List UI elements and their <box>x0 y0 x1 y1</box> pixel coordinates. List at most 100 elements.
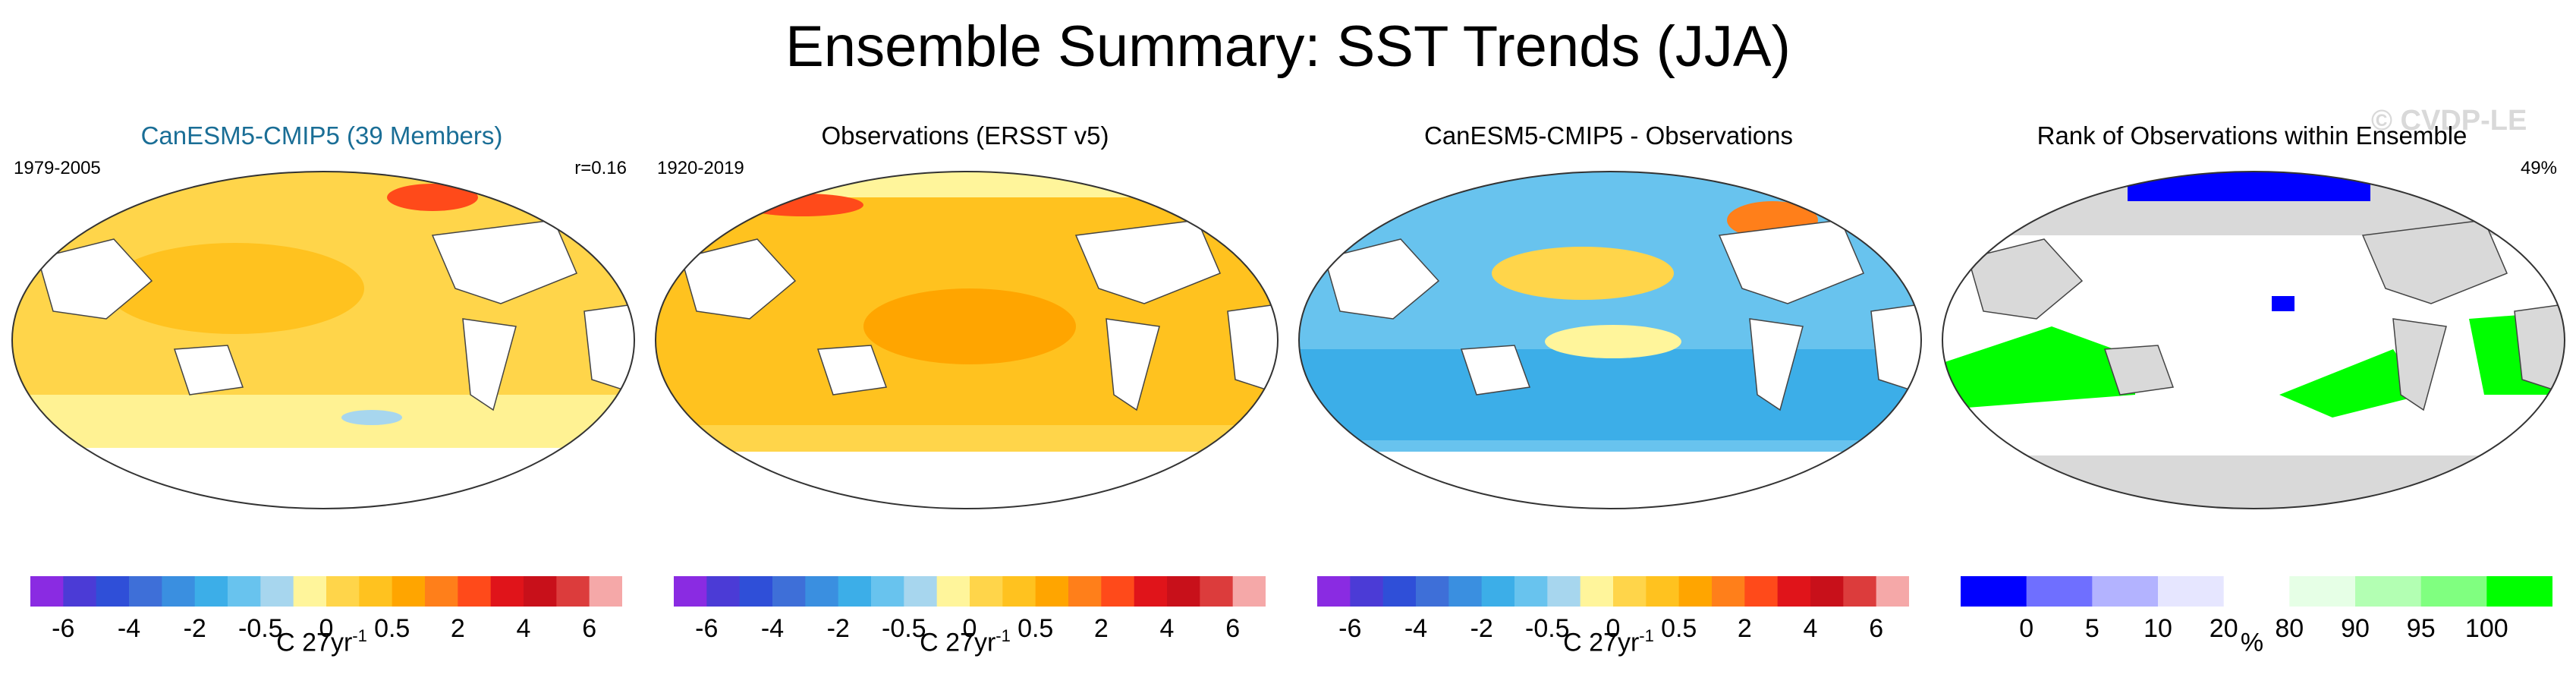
watermark-text: © CVDP-LE <box>2371 105 2527 137</box>
colorbar-tick-label: -6 <box>695 614 718 643</box>
colorbar-swatch <box>970 576 1003 607</box>
colorbar: 0 5 10 20 80 90 95 100 <box>1961 576 2552 643</box>
africa-land <box>2514 303 2565 396</box>
asia-land <box>37 238 153 320</box>
colorbar-unit: C 27yr-1 <box>1563 626 1654 657</box>
figure-title: Ensemble Summary: SST Trends (JJA) <box>785 14 1791 79</box>
colorbar-tick-label: -6 <box>52 614 74 643</box>
colorbar-swatch <box>63 576 97 607</box>
asia-land <box>1324 238 1440 320</box>
north-pacific-warm <box>106 243 364 334</box>
colorbar-swatch <box>1416 576 1449 607</box>
colorbar-tick-label: -4 <box>761 614 784 643</box>
panel-right-label: r=0.16 <box>574 158 627 178</box>
colorbar-swatch <box>1961 576 2027 607</box>
colorbar-swatch <box>1744 576 1779 607</box>
antarctica-area <box>1942 455 2565 509</box>
africa-land <box>1870 303 1921 396</box>
map-sst-trend-obs <box>655 171 1279 509</box>
africa-land <box>1227 303 1278 396</box>
south-america-land <box>2392 318 2447 411</box>
colorbar-unit: % <box>2240 628 2264 657</box>
south-america-land <box>1106 318 1160 411</box>
colorbar-tick-label: 4 <box>1804 614 1818 643</box>
colorbar-tick-label: -2 <box>827 614 850 643</box>
map-outline <box>1298 171 1922 509</box>
australia-land <box>2103 345 2175 395</box>
colorbar-tick-label: 6 <box>582 614 596 643</box>
north-america-land <box>2361 219 2508 304</box>
colorbar-unit: C 27yr-1 <box>920 626 1011 657</box>
cool-patch <box>341 410 402 425</box>
colorbar-swatch <box>772 576 806 607</box>
panel-1: CanESM5-CMIP5 (39 Members) 1979-2005 r=0… <box>0 121 643 687</box>
colorbar-swatch <box>2158 576 2225 607</box>
colorbar-swatch <box>293 576 327 607</box>
antarctica-area <box>12 448 634 509</box>
colorbar-tick-label: 4 <box>517 614 531 643</box>
antarctica-area <box>656 452 1278 509</box>
southern-cool-band <box>1299 349 1921 440</box>
map-sst-trend-model <box>11 171 635 509</box>
colorbar-swatch <box>30 576 64 607</box>
colorbar-swatch <box>1101 576 1135 607</box>
colorbar-swatch <box>1134 576 1168 607</box>
colorbar-tick-label: 2 <box>1094 614 1109 643</box>
colorbar-swatch <box>1002 576 1036 607</box>
colorbar-tick-label: 90 <box>2341 614 2370 643</box>
colorbar-tick-label: 0.5 <box>374 614 410 643</box>
southern-ocean-band <box>656 425 1278 452</box>
colorbar-swatch <box>129 576 162 607</box>
colorbar-swatch <box>1068 576 1102 607</box>
colorbar-tick-label: 80 <box>2275 614 2304 643</box>
panel-left-label: 1920-2019 <box>657 158 744 178</box>
map-outline <box>11 171 635 509</box>
colorbar-swatch <box>838 576 872 607</box>
south-america-land <box>1749 318 1804 411</box>
colorbar-swatch <box>1035 576 1069 607</box>
map-outline <box>1942 171 2565 509</box>
colorbar-swatch <box>1514 576 1548 607</box>
asia-land <box>1967 238 2084 320</box>
colorbar-tick-label: 2 <box>1738 614 1752 643</box>
panel-4: Rank of Observations within Ensemble 49%… <box>1930 121 2574 687</box>
panel-left-label: 1979-2005 <box>14 158 101 178</box>
colorbar-swatch <box>458 576 492 607</box>
colorbar-swatch <box>1317 576 1351 607</box>
southern-ocean-band <box>12 395 634 448</box>
colorbar-swatch <box>936 576 970 607</box>
colorbar-swatch <box>2026 576 2093 607</box>
colorbar-swatch <box>194 576 228 607</box>
colorbar-swatch <box>1843 576 1877 607</box>
colorbar-tick-label: 95 <box>2407 614 2436 643</box>
colorbar-tick-label: 100 <box>2465 614 2508 643</box>
panel-right-label: 49% <box>2520 158 2557 178</box>
panel-title: CanESM5-CMIP5 (39 Members) <box>140 121 503 150</box>
colorbar-tick-label: -2 <box>184 614 206 643</box>
colorbar-swatch <box>162 576 196 607</box>
colorbar-tick-label: 5 <box>2085 614 2099 643</box>
colorbar-swatch <box>1678 576 1713 607</box>
colorbar-swatch <box>2486 576 2552 607</box>
colorbar-swatch <box>228 576 261 607</box>
colorbar-swatch <box>589 576 622 607</box>
colorbar-swatch <box>1167 576 1200 607</box>
colorbar-tick-label: 10 <box>2144 614 2172 643</box>
colorbar-swatch <box>1777 576 1811 607</box>
colorbar-swatch <box>1712 576 1745 607</box>
colorbar-tick-label: -6 <box>1338 614 1361 643</box>
colorbar-swatch <box>1382 576 1417 607</box>
panel-title: Rank of Observations within Ensemble <box>2037 121 2467 150</box>
arctic-warm-patch <box>387 184 478 211</box>
north-america-land <box>431 219 577 304</box>
colorbar-swatch <box>1481 576 1515 607</box>
australia-land <box>816 345 888 395</box>
colorbar-swatch <box>490 576 524 607</box>
colorbar-swatch <box>1350 576 1384 607</box>
colorbar-swatch <box>2355 576 2422 607</box>
colorbar-unit: C 27yr-1 <box>276 626 367 657</box>
colorbar-swatch <box>1580 576 1614 607</box>
colorbar-swatch <box>1200 576 1234 607</box>
colorbar-tick-label: -2 <box>1470 614 1493 643</box>
colorbar-swatch <box>392 576 426 607</box>
